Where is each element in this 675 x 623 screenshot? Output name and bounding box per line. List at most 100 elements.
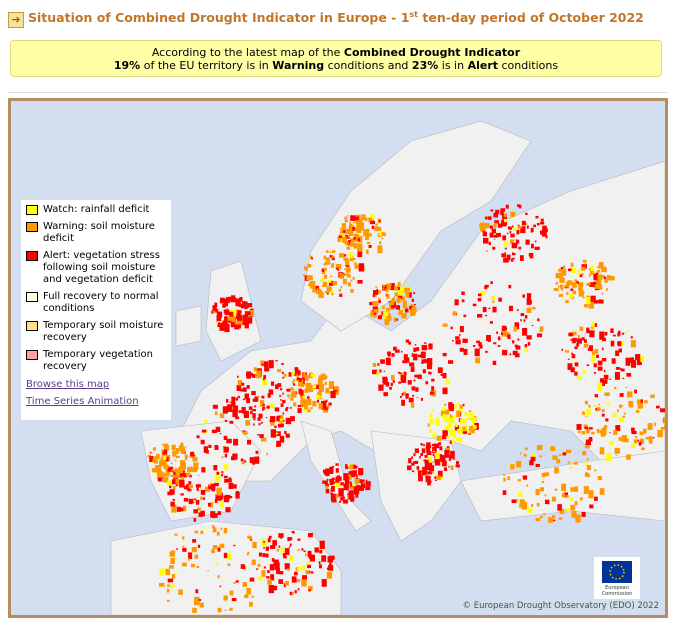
spot <box>182 547 187 552</box>
spot <box>521 220 526 226</box>
spot <box>645 436 649 440</box>
spot <box>469 426 474 432</box>
spot <box>559 277 565 283</box>
spot <box>581 337 585 341</box>
spot <box>606 288 608 291</box>
spot <box>192 456 198 462</box>
spot <box>393 346 397 351</box>
spot <box>425 476 431 483</box>
spot <box>188 474 192 478</box>
spot <box>448 428 453 435</box>
spot <box>311 257 313 260</box>
spot <box>231 316 236 323</box>
spot <box>643 428 647 434</box>
spot <box>212 525 215 529</box>
spot <box>622 377 625 380</box>
spot <box>432 447 437 454</box>
spot <box>443 420 447 423</box>
spot <box>347 235 350 238</box>
spot <box>214 473 221 482</box>
legend-label: Warning: soil moisture deficit <box>43 221 155 244</box>
map-link[interactable]: Browse this map <box>26 379 110 390</box>
spot <box>437 367 443 374</box>
spot <box>503 240 509 247</box>
spot <box>193 518 197 522</box>
spot <box>356 484 360 488</box>
spot <box>588 404 591 408</box>
spot <box>509 353 512 356</box>
spot <box>297 370 301 376</box>
spot <box>208 484 212 490</box>
spot <box>325 485 329 489</box>
spot <box>208 444 212 448</box>
spot <box>569 497 574 501</box>
spot <box>165 468 169 473</box>
spot <box>526 335 532 340</box>
spot <box>159 582 165 587</box>
spot <box>325 488 330 494</box>
spot <box>181 562 187 567</box>
spot <box>390 382 393 387</box>
spot <box>193 467 196 469</box>
spot <box>337 237 341 243</box>
spot <box>519 255 524 261</box>
spot <box>490 209 494 212</box>
spot <box>583 424 588 429</box>
spot <box>517 478 522 482</box>
spot <box>283 585 286 588</box>
spot <box>246 385 250 389</box>
spot <box>569 293 574 298</box>
spot <box>291 576 297 583</box>
spot <box>398 381 401 384</box>
spot <box>630 336 633 339</box>
spot <box>504 330 507 333</box>
spot <box>560 267 564 271</box>
spot <box>531 324 534 327</box>
spot <box>393 286 400 291</box>
spot <box>321 376 324 378</box>
spot <box>344 220 348 223</box>
spot <box>394 292 398 297</box>
spot <box>353 486 360 495</box>
spot <box>431 444 435 447</box>
spot <box>586 408 591 415</box>
spot <box>178 589 183 595</box>
spot <box>286 394 291 397</box>
spot <box>282 553 286 557</box>
spot <box>282 376 285 379</box>
spot <box>441 407 446 412</box>
spot <box>302 575 308 580</box>
spot <box>319 549 323 554</box>
spot <box>524 447 528 450</box>
spot <box>360 479 365 483</box>
spot <box>587 348 590 351</box>
spot <box>309 281 315 286</box>
spot <box>420 397 423 401</box>
spot <box>408 397 414 403</box>
spot <box>331 263 335 268</box>
spot <box>590 295 596 302</box>
spot <box>216 487 222 496</box>
spot <box>307 550 312 558</box>
spot <box>637 402 643 409</box>
spot <box>365 485 371 491</box>
spot <box>211 485 214 487</box>
spot <box>497 223 503 228</box>
spot <box>262 553 266 558</box>
spot <box>567 363 573 370</box>
spot <box>306 275 312 280</box>
spot <box>449 421 453 425</box>
spot <box>536 445 543 451</box>
spot <box>251 559 256 565</box>
spot <box>586 364 590 367</box>
spot <box>293 402 297 407</box>
spot <box>355 493 359 498</box>
spot <box>561 483 567 492</box>
spot <box>373 292 377 298</box>
map-link[interactable]: Time Series Animation <box>26 396 139 407</box>
spot <box>247 372 254 377</box>
spot <box>329 391 332 394</box>
spot <box>429 413 433 418</box>
spot <box>310 407 313 410</box>
spot <box>219 501 224 508</box>
